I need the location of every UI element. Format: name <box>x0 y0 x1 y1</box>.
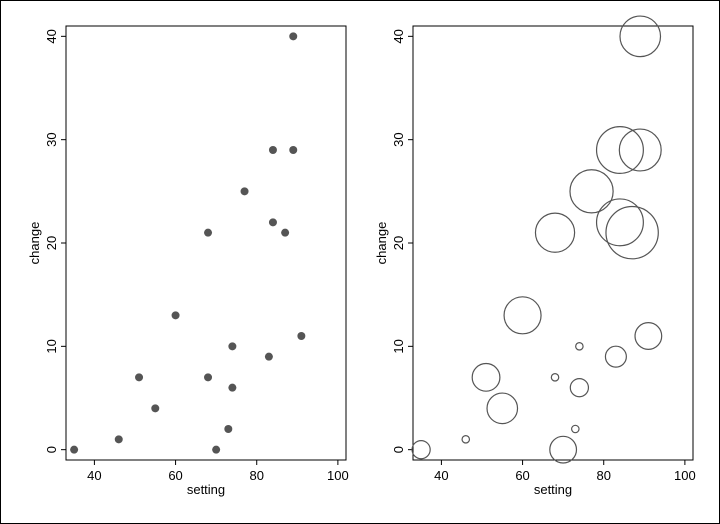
y-axis-title: change <box>374 222 389 265</box>
y-axis-title: change <box>27 222 42 265</box>
data-point <box>70 445 79 454</box>
data-point <box>151 404 160 413</box>
bubble-point <box>486 392 519 425</box>
bubble-point <box>571 424 580 434</box>
bubble-point <box>618 128 662 172</box>
y-tick-label: 10 <box>44 339 59 353</box>
data-point <box>297 332 306 340</box>
x-tick-label: 60 <box>515 468 529 483</box>
data-point <box>228 342 237 351</box>
scatter-panel-left: 40 60 80 100 0 10 20 30 40 setting change <box>27 25 349 497</box>
plot-frame <box>65 25 347 461</box>
data-point <box>171 311 180 320</box>
y-tick-label: 0 <box>391 446 406 453</box>
y-tick-label: 30 <box>391 132 406 146</box>
data-point <box>114 435 123 444</box>
y-tick-label: 20 <box>44 236 59 250</box>
bubble-point <box>461 435 471 444</box>
x-tick-label: 80 <box>596 468 610 483</box>
bubble-point <box>595 198 644 247</box>
bubble-point <box>634 322 663 350</box>
data-point <box>212 445 221 454</box>
bubble-point <box>569 169 614 214</box>
data-point <box>135 373 144 382</box>
bubble-panel-right: 40 60 80 100 0 10 20 30 40 setting change <box>374 15 696 497</box>
x-tick-label: 100 <box>674 468 696 483</box>
x-axis-title: setting <box>534 482 572 497</box>
plot-frame <box>412 25 694 461</box>
bubble-point <box>550 373 560 382</box>
data-point <box>240 187 249 196</box>
x-tick-label: 80 <box>249 468 263 483</box>
bubble-point <box>471 362 501 392</box>
x-tick-label: 40 <box>87 468 101 483</box>
data-point <box>204 228 213 237</box>
data-point <box>224 425 233 433</box>
x-tick-label: 100 <box>327 468 349 483</box>
y-tick-label: 0 <box>44 446 59 453</box>
bubble-point <box>605 205 659 260</box>
x-axis-title: setting <box>187 482 225 497</box>
data-point <box>268 218 277 227</box>
bubble-point <box>604 345 627 368</box>
bubble-point <box>534 212 576 253</box>
y-tick-label: 30 <box>44 132 59 146</box>
y-tick-label: 40 <box>391 29 406 43</box>
x-tick-label: 40 <box>434 468 448 483</box>
data-point <box>268 146 277 154</box>
bubble-point <box>569 378 590 398</box>
y-tick-label: 40 <box>44 29 59 43</box>
bubble-point <box>575 342 584 351</box>
y-tick-label: 20 <box>391 236 406 250</box>
data-point <box>281 228 290 237</box>
data-point <box>228 383 237 392</box>
bubble-point <box>595 125 644 174</box>
bubble-point <box>619 15 662 58</box>
data-point <box>204 373 213 382</box>
data-point <box>264 352 273 361</box>
x-tick-label: 60 <box>168 468 182 483</box>
data-point <box>289 32 298 41</box>
bubble-point <box>411 440 431 460</box>
data-point <box>289 146 298 154</box>
bubble-point <box>549 435 578 464</box>
y-tick-label: 10 <box>391 339 406 353</box>
bubble-point <box>503 296 542 335</box>
